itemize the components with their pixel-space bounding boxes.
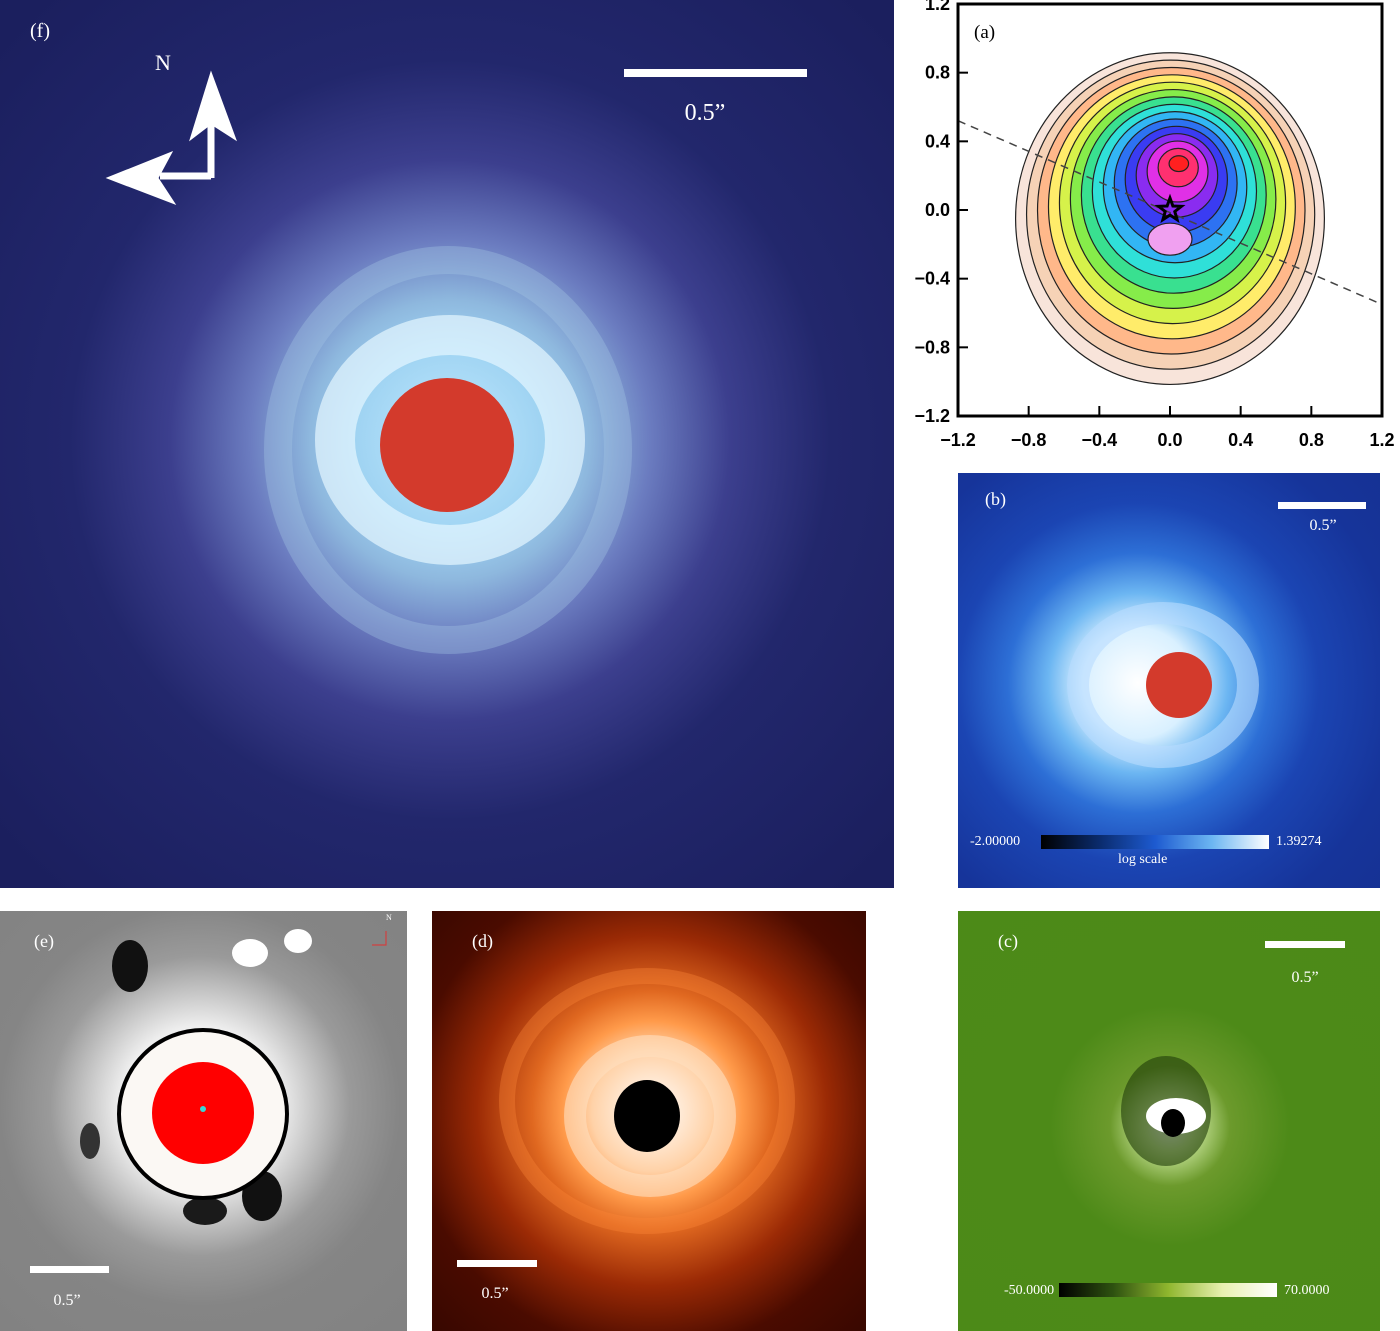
scale-bar-c (1265, 941, 1345, 948)
scale-bar-f (624, 69, 807, 77)
colorbar-b-caption: log scale (1118, 852, 1168, 867)
colorbar-c-min: -50.0000 (1004, 1283, 1055, 1298)
x-tick-label: −0.8 (1011, 430, 1047, 450)
x-tick-label: −0.4 (1082, 430, 1118, 450)
x-tick-label: 0.8 (1299, 430, 1324, 450)
coronagraph-mask-e (152, 1062, 254, 1164)
bright-clump-1 (232, 939, 268, 967)
compass-mini (372, 931, 387, 946)
y-tick-label: 0.4 (925, 131, 950, 151)
y-axis-ticks: 1.2 0.8 0.4 0.0 −0.4 −0.8 −1.2 (914, 0, 968, 426)
panel-label-d: (d) (472, 931, 493, 951)
inner-ring-d (564, 1035, 736, 1197)
panel-label-e: (e) (34, 931, 54, 951)
panel-d-svg (499, 968, 795, 1234)
north-arrow-head (189, 70, 237, 142)
dark-blob-3 (183, 1197, 227, 1225)
y-tick-label: −0.8 (914, 337, 950, 357)
bright-clump-2 (284, 929, 312, 953)
y-tick-label: 0.0 (925, 200, 950, 220)
compass-arrows (105, 70, 237, 206)
scale-bar-d-visible (457, 1260, 537, 1267)
y-tick-label: −0.4 (914, 269, 950, 289)
scale-bar-b (1278, 502, 1366, 509)
contour-level-14 (1168, 155, 1190, 173)
panel-c-image: (c) 0.5” -50.0000 70.0000 (958, 911, 1380, 1331)
y-tick-label: 0.8 (925, 63, 950, 83)
y-tick-label: −1.2 (914, 406, 950, 426)
x-tick-label: 1.2 (1369, 430, 1394, 450)
x-tick-label: 0.0 (1157, 430, 1182, 450)
coronagraph-mask-f (380, 378, 514, 512)
coronagraph-mask-b (1146, 652, 1212, 718)
panel-d-image: (d) 0.5” (432, 911, 866, 1331)
star-marker (1154, 193, 1186, 224)
coronagraph-mask-d (614, 1080, 680, 1152)
scale-label-f: 0.5” (684, 100, 726, 126)
scale-bar-e (30, 1266, 109, 1273)
dashed-axis-line (957, 120, 1383, 306)
outer-spiral-ring (264, 246, 632, 654)
panel-f-svg (105, 70, 632, 654)
inner-bright-ring (315, 315, 585, 565)
contour-plot-svg: −1.2 −0.8 −0.4 0.0 0.4 0.8 1.2 1.2 0.8 0.4 0.0 −0.… (914, 0, 1395, 450)
colorbar-b (1041, 835, 1269, 849)
panel-e-image: (e) N 0.5” (0, 911, 407, 1331)
y-tick-label: 1.2 (925, 0, 950, 14)
colorbar-b-min: -2.00000 (970, 834, 1021, 849)
scale-label-d: 0.5” (481, 1285, 509, 1302)
panel-label-b: (b) (985, 489, 1006, 509)
x-axis-ticks: −1.2 −0.8 −0.4 0.0 0.4 0.8 1.2 (940, 406, 1395, 450)
panel-label-c: (c) (998, 931, 1018, 951)
star-center-dot (200, 1106, 206, 1112)
scale-label-b: 0.5” (1309, 517, 1337, 534)
x-tick-label: 0.4 (1228, 430, 1253, 450)
panel-label-a: (a) (974, 22, 996, 43)
panel-label-f: (f) (30, 20, 50, 42)
x-tick-label: −1.2 (940, 430, 976, 450)
panel-e-svg (80, 929, 387, 1225)
panel-b-svg (1067, 602, 1259, 768)
panel-a-contour-chart: −1.2 −0.8 −0.4 0.0 0.4 0.8 1.2 1.2 0.8 0.4 0.0 −0.… (894, 0, 1400, 456)
north-label: N (155, 50, 171, 75)
ring-b (1067, 602, 1259, 768)
outer-ring-d (499, 968, 795, 1234)
panel-c-svg (1121, 1056, 1211, 1166)
colorbar-b-max: 1.39274 (1276, 834, 1322, 849)
scale-label-c: 0.5” (1291, 969, 1319, 986)
dark-blob-1 (112, 940, 148, 992)
north-label-e: N (386, 913, 392, 922)
colorbar-c (1059, 1283, 1277, 1297)
colorbar-c-max: 70.0000 (1284, 1283, 1330, 1298)
secondary-peak (1147, 222, 1193, 256)
east-arrow-head (105, 151, 177, 206)
dark-blob-4 (80, 1123, 100, 1159)
panel-f-image: (f) N 0.5” (0, 0, 894, 888)
contour-levels (1014, 52, 1326, 386)
panel-b-image: (b) 0.5” -2.00000 1.39274 log scale (958, 473, 1380, 888)
dark-core-c (1161, 1109, 1185, 1137)
scale-label-e: 0.5” (53, 1292, 81, 1309)
